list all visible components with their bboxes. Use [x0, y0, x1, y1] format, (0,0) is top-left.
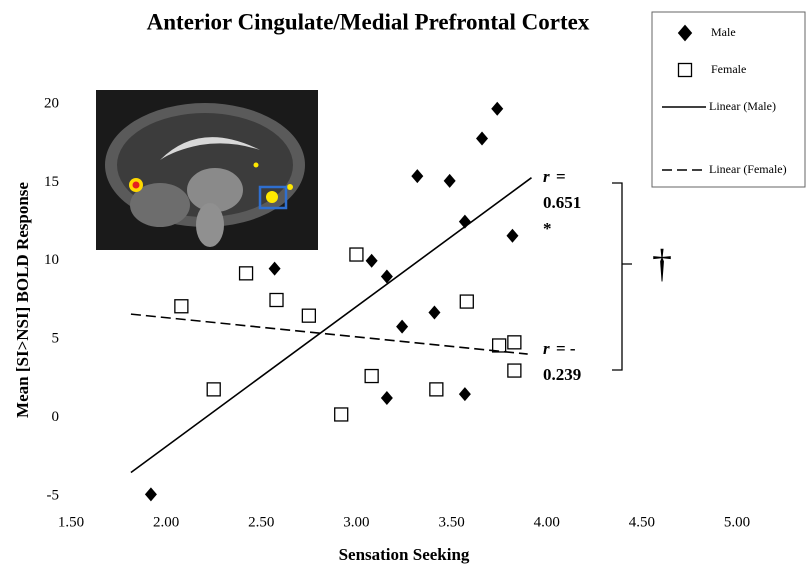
x-tick-label: 3.50 [438, 514, 464, 530]
point [460, 295, 473, 308]
legend-label: Female [711, 62, 746, 76]
point [207, 383, 220, 396]
point [145, 487, 157, 501]
point [459, 387, 471, 401]
y-tick-label: 0 [52, 409, 60, 425]
point [411, 169, 423, 183]
brain-image [96, 90, 318, 250]
x-tick-label: 4.50 [629, 514, 655, 530]
annotation-text: 0.651 [543, 193, 581, 212]
annotation-symbol: r [543, 339, 550, 358]
x-axis-label: Sensation Seeking [339, 545, 470, 564]
point [396, 320, 408, 334]
point [491, 102, 503, 116]
point [302, 309, 315, 322]
point [444, 174, 456, 188]
y-tick-label: 15 [44, 174, 59, 190]
y-tick-label: 5 [52, 331, 60, 347]
x-tick-label: 2.50 [248, 514, 274, 530]
point [506, 229, 518, 243]
point [335, 408, 348, 421]
annotation-text: = - [556, 339, 576, 358]
point [679, 64, 692, 77]
significance-mark: † [652, 241, 672, 286]
bracket [612, 183, 632, 370]
point [428, 306, 440, 320]
annotation-text: = [556, 167, 566, 186]
point [381, 391, 393, 405]
annotation-text: 0.239 [543, 365, 581, 384]
x-tick-label: 3.00 [343, 514, 369, 530]
legend-label: Linear (Female) [709, 162, 787, 176]
legend-label: Male [711, 25, 736, 39]
x-tick-label: 2.00 [153, 514, 179, 530]
chart: Anterior Cingulate/Medial Prefrontal Cor… [0, 0, 812, 573]
point [270, 294, 283, 307]
point [476, 131, 488, 145]
point [269, 262, 281, 276]
trend-line [131, 314, 528, 354]
page: {"chart_data": {"type": "scatter", "titl… [0, 0, 812, 578]
legend-label: Linear (Male) [709, 99, 776, 113]
point [175, 300, 188, 313]
point [366, 254, 378, 268]
y-tick-label: 20 [44, 95, 59, 111]
point [365, 370, 378, 383]
x-tick-label: 4.00 [534, 514, 560, 530]
annotation-symbol: r [543, 167, 550, 186]
annotation-text: * [543, 219, 552, 238]
point [240, 267, 253, 280]
x-tick-label: 1.50 [58, 514, 84, 530]
y-axis-label: Mean [SI>NSI] BOLD Response [13, 182, 32, 418]
point [350, 248, 363, 261]
y-tick-label: -5 [47, 487, 60, 503]
point [508, 336, 521, 349]
chart-title: Anterior Cingulate/Medial Prefrontal Cor… [147, 9, 590, 34]
y-tick-label: 10 [44, 252, 59, 268]
point [430, 383, 443, 396]
x-tick-label: 5.00 [724, 514, 750, 530]
point [508, 364, 521, 377]
